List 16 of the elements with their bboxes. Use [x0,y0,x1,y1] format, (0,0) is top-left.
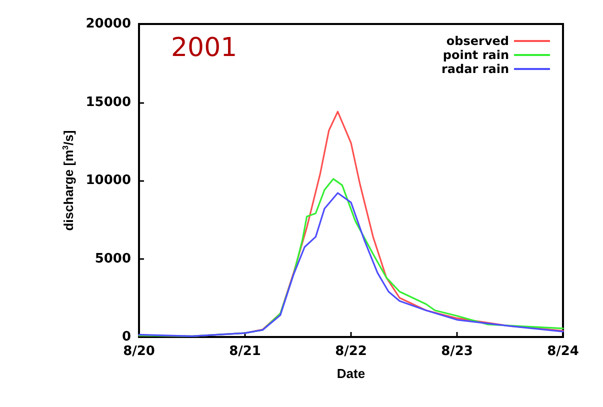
x-axis-title: Date [336,366,366,381]
x-tick-label: 8/22 [335,344,367,359]
x-tick-label: 8/24 [547,344,579,359]
chart-title: 2001 [171,33,238,63]
y-tick-label: 20000 [86,16,131,32]
y-axis-title: discharge [m3/s] [60,130,76,231]
x-tick-label: 8/21 [229,344,261,359]
x-tick-label: 8/20 [123,344,155,359]
x-tick-label: 8/23 [441,344,473,359]
y-tick-label: 15000 [86,94,131,110]
legend-label: observed [446,34,509,48]
legend-label: radar rain [442,62,509,76]
y-tick-label: 0 [122,330,131,344]
legend-label: point rain [442,48,509,62]
y-tick-label: 5000 [94,251,131,266]
y-tick-label: 10000 [86,173,131,188]
